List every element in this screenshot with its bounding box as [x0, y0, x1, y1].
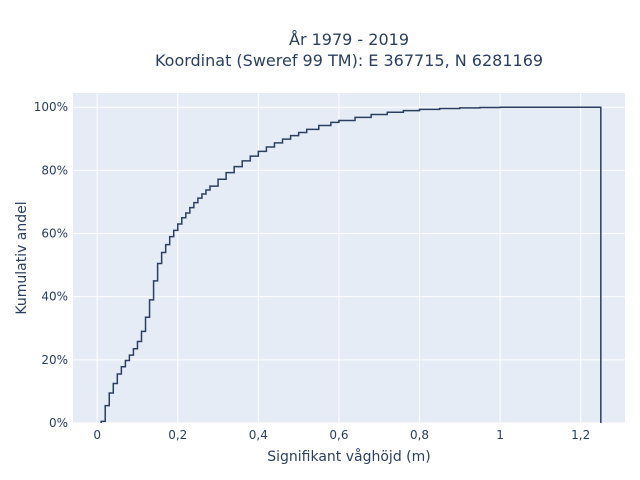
x-tick-label: 0,4 [249, 428, 268, 442]
y-gridlines [73, 106, 625, 424]
cdf-series-line [100, 106, 602, 423]
chart-title-line-1: År 1979 - 2019 [289, 30, 409, 49]
x-tick-labels: 0 0,2 0,4 0,6 0,8 1 1,2 [93, 428, 590, 442]
y-tick-label: 20% [41, 353, 68, 367]
y-tick-labels: 0% 20% 40% 60% 80% 100% [34, 100, 68, 430]
x-tick-label: 0,6 [329, 428, 348, 442]
y-tick-label: 0% [49, 416, 68, 430]
x-tick-label: 0,8 [410, 428, 429, 442]
y-tick-label: 40% [41, 290, 68, 304]
plot-area [73, 93, 625, 423]
y-tick-label: 60% [41, 227, 68, 241]
y-axis-label: Kumulativ andel [14, 201, 30, 314]
x-tick-label: 1 [496, 428, 504, 442]
x-axis-label: Signifikant våghöjd (m) [267, 448, 430, 465]
chart-title-line-2: Koordinat (Sweref 99 TM): E 367715, N 62… [155, 51, 543, 70]
y-tick-label: 100% [34, 100, 68, 114]
x-tick-label: 0,2 [168, 428, 187, 442]
x-gridlines [96, 93, 582, 423]
x-tick-label: 0 [93, 428, 101, 442]
x-tick-label: 1,2 [571, 428, 590, 442]
y-tick-label: 80% [41, 163, 68, 177]
